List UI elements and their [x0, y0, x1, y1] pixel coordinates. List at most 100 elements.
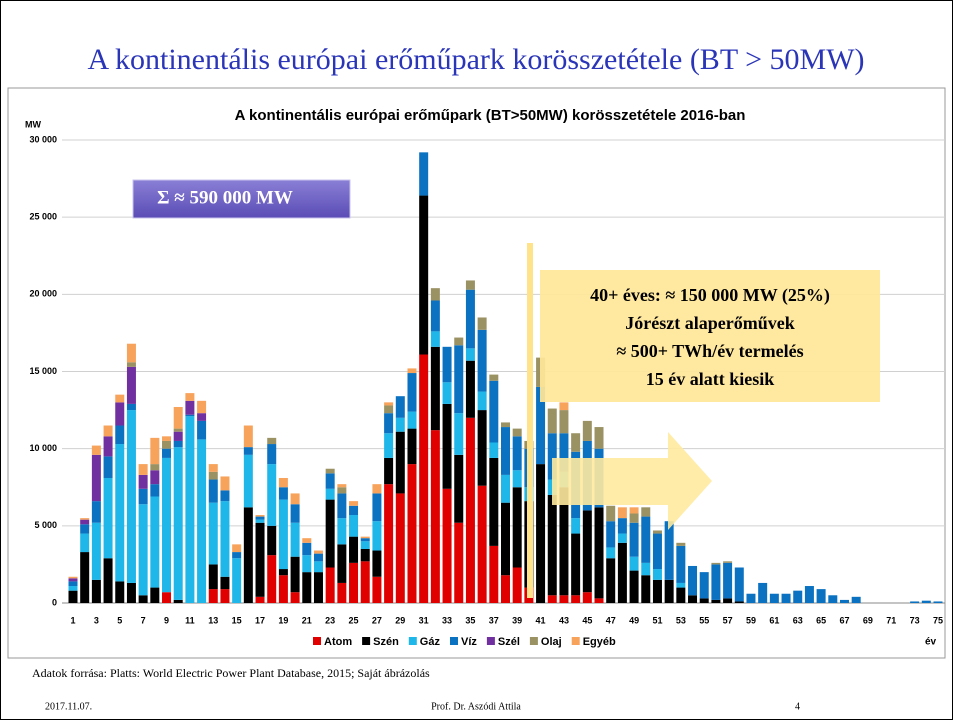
bar-segment [185, 416, 195, 603]
bar-segment [278, 487, 288, 500]
bar-segment [711, 562, 721, 565]
bar-segment [536, 464, 546, 603]
bar-segment [559, 402, 569, 411]
x-tick-label: 11 [185, 615, 195, 625]
page-number: 4 [795, 701, 800, 712]
x-tick-label: 53 [676, 615, 686, 625]
bar-segment [150, 496, 160, 588]
bar-segment [150, 470, 160, 485]
overlays: Σ ≈ 590 000 MW 40+ éves: ≈ 150 000 MW (2… [132, 179, 880, 598]
bar-segment [828, 595, 838, 603]
bar-segment [255, 519, 265, 523]
legend-swatch [571, 637, 580, 645]
x-tick-label: 49 [629, 615, 639, 625]
bar-segment [150, 484, 160, 497]
bar-segment [220, 589, 230, 603]
bar-segment [185, 393, 195, 401]
bar-segment [220, 476, 230, 491]
bar-segment [594, 598, 604, 603]
bar-segment [150, 464, 160, 471]
bar-segment [91, 445, 101, 455]
bar-segment [115, 581, 125, 603]
bar-segment [360, 548, 370, 562]
bar-segment [138, 504, 148, 596]
bar-segment [442, 403, 452, 489]
x-tick-label: 21 [302, 615, 312, 625]
bar-segment [489, 545, 499, 603]
x-tick-label: 7 [141, 615, 146, 625]
bar-segment [372, 576, 382, 603]
bar-segment [372, 550, 382, 577]
bar-segment [723, 561, 733, 563]
bar-segment [606, 558, 616, 603]
bar-segment [278, 499, 288, 570]
bar-segment [910, 601, 920, 603]
bar-segment [255, 515, 265, 517]
bar-segment [91, 522, 101, 580]
bar-segment [430, 300, 440, 332]
bar-segment [337, 487, 347, 494]
bar-segment [395, 417, 405, 432]
legend-label: Olaj [541, 636, 562, 648]
bar-segment [337, 544, 347, 583]
bar-segment [115, 402, 125, 426]
bar-segment [793, 590, 803, 603]
x-tick-label: 33 [442, 615, 452, 625]
bar-segment [594, 507, 604, 599]
bar-segment [711, 599, 721, 603]
sum-box [132, 179, 351, 219]
bar-segment [138, 595, 148, 603]
bar-segment [384, 405, 394, 414]
x-tick-label: 27 [372, 615, 382, 625]
bar-segment [103, 456, 113, 478]
bar-segment [442, 382, 452, 404]
bar-segment [138, 488, 148, 505]
bar-segment [384, 433, 394, 458]
bar-segment [208, 589, 218, 603]
legend-swatch [313, 637, 321, 645]
bar-segment [512, 436, 522, 471]
bar-segment [559, 595, 569, 603]
bar-segment [80, 519, 90, 525]
bar-segment [185, 400, 195, 415]
bar-segment [688, 595, 698, 603]
x-tick-label: 75 [933, 615, 943, 625]
bar-segment [442, 346, 452, 383]
x-tick-label: 59 [746, 615, 756, 625]
x-tick-label: 9 [164, 615, 169, 625]
bar-segment [606, 521, 616, 548]
x-tick-label: 5 [117, 615, 122, 625]
bar-segment [173, 431, 183, 441]
bar-segment [419, 354, 429, 603]
arrow [552, 432, 712, 530]
age-marker [527, 243, 533, 598]
bar-segment [641, 562, 651, 576]
bar-segment [489, 457, 499, 546]
bar-segment [501, 575, 510, 603]
bar-segment [629, 507, 639, 514]
bar-segment [512, 487, 522, 568]
bar-segment [430, 346, 440, 431]
bar-segment [337, 518, 347, 545]
bar-segment [243, 454, 253, 508]
bar-segment [91, 579, 101, 603]
bar-segment [325, 499, 335, 568]
bar-segment [80, 552, 90, 603]
bar-segment [325, 473, 335, 489]
bar-segment [758, 582, 768, 603]
bar-segment [477, 485, 487, 603]
bar-segment [91, 501, 101, 523]
bar-segment [103, 425, 113, 437]
bar-segment [384, 484, 394, 603]
x-tick-label: 1 [70, 615, 75, 625]
bar-segment [419, 195, 429, 355]
bar-segment [80, 518, 90, 520]
bar-segment [162, 436, 172, 441]
bar-segment [267, 437, 277, 445]
bar-segment [501, 422, 510, 428]
y-axis-label: MW [25, 119, 41, 129]
bar-segment [313, 553, 323, 562]
bar-segment [372, 484, 382, 494]
bar-segment [617, 533, 627, 543]
x-tick-label: 71 [886, 615, 896, 625]
